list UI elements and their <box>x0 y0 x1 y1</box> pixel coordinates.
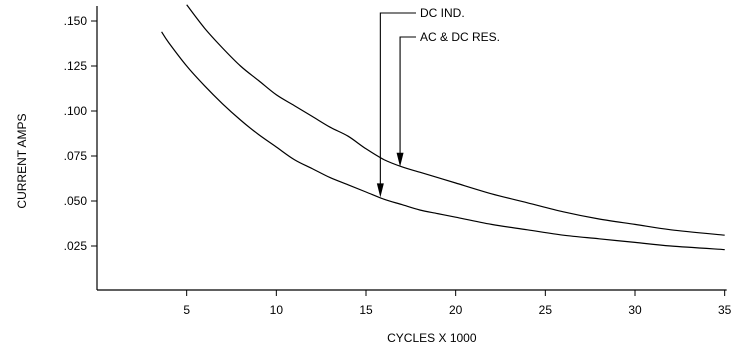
x-tick-label: 15 <box>359 303 373 317</box>
x-axis-title: CYCLES X 1000 <box>387 331 477 345</box>
y-tick-label: .100 <box>64 104 88 118</box>
y-tick-label: .050 <box>64 194 88 208</box>
y-tick-label: .025 <box>64 239 88 253</box>
dc-ind-callout-leader <box>379 12 416 186</box>
series-group <box>161 4 725 251</box>
ac-dc-res-callout-label: AC & DC RES. <box>420 30 500 44</box>
x-tick-label: 25 <box>539 303 553 317</box>
x-tick-label: 5 <box>183 303 190 317</box>
y-axis-title: CURRENT AMPS <box>15 113 29 208</box>
ac-dc-res-callout-arrowhead <box>396 152 404 167</box>
y-tick-label: .075 <box>64 149 88 163</box>
y-tick-label: .150 <box>64 14 88 28</box>
dc-ind-callout: DC IND. <box>376 6 465 198</box>
x-tick-label: 20 <box>449 303 463 317</box>
y-tick-label: .125 <box>64 59 88 73</box>
ac-dc-res-callout: AC & DC RES. <box>396 30 500 167</box>
ac-dc-res-curve <box>186 4 725 236</box>
x-tick-label: 35 <box>718 303 732 317</box>
x-tick-label: 10 <box>270 303 284 317</box>
annotations-group: DC IND. AC & DC RES. <box>376 6 500 198</box>
x-tick-label: 30 <box>628 303 642 317</box>
axes-group: .025 .050 .075 .100 .125 .150 5 10 15 20 25 30 35 CYC… <box>15 6 732 345</box>
dc-ind-curve <box>161 31 725 251</box>
dc-ind-callout-label: DC IND. <box>420 6 465 20</box>
dc-ind-callout-arrowhead <box>376 183 384 198</box>
ac-dc-res-callout-leader <box>399 36 416 155</box>
